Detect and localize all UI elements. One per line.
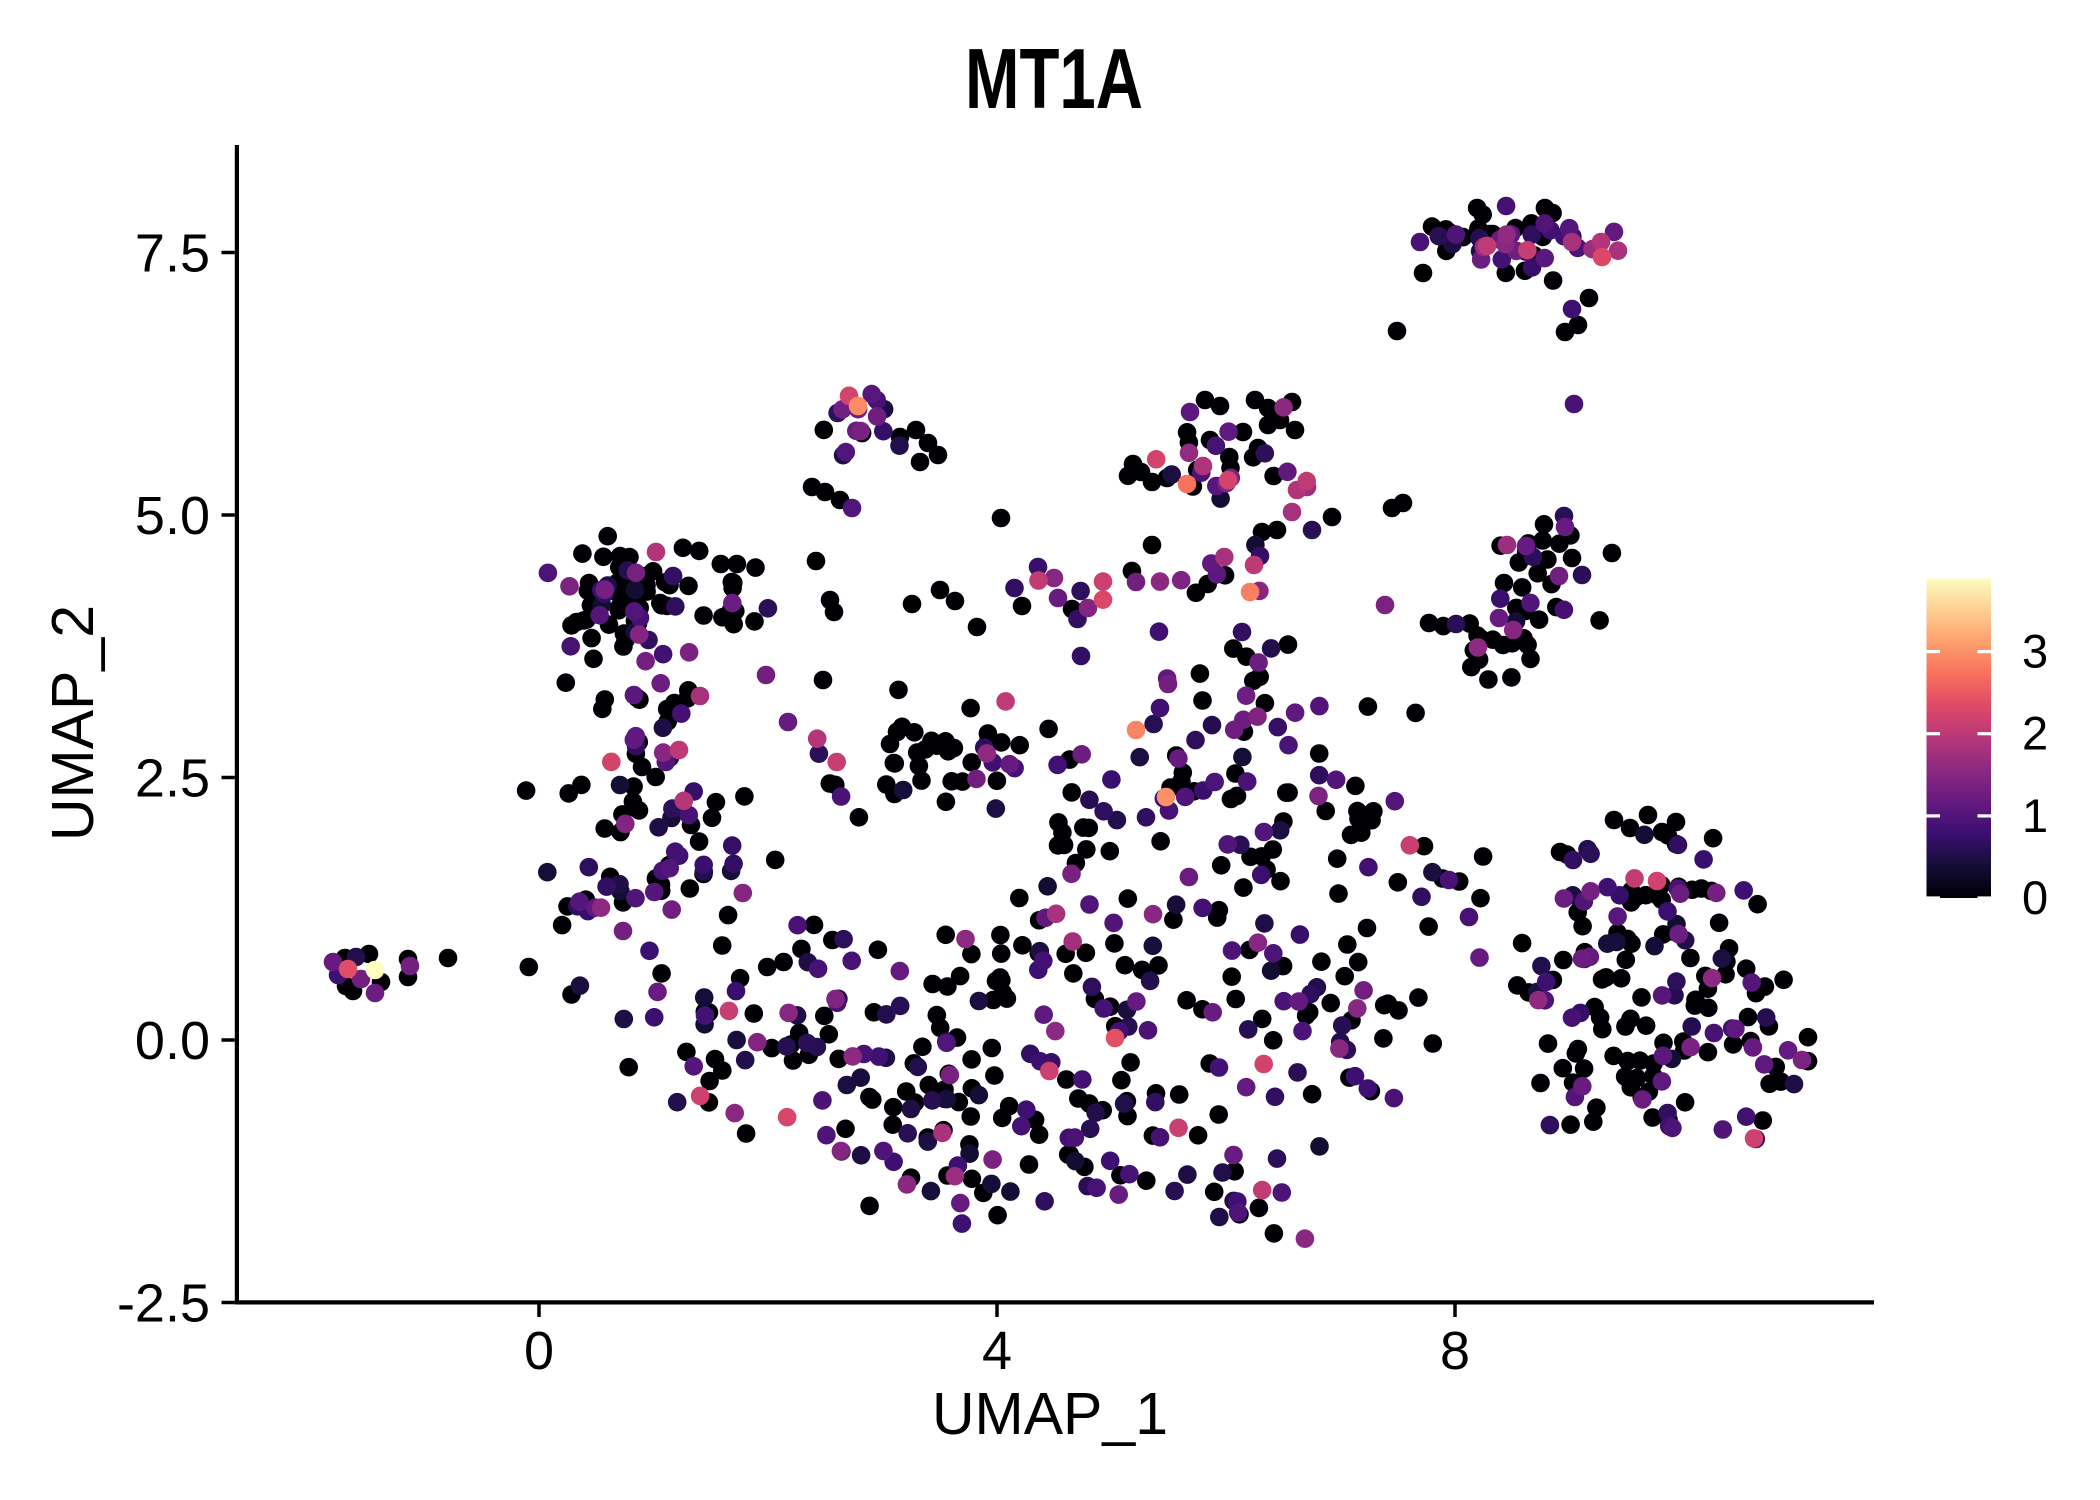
svg-text:2.5: 2.5 <box>135 749 210 809</box>
svg-text:UMAP_2: UMAP_2 <box>40 605 106 841</box>
svg-text:0.0: 0.0 <box>135 1011 210 1071</box>
svg-text:7.5: 7.5 <box>135 224 210 284</box>
svg-text:0: 0 <box>2022 871 2048 924</box>
svg-text:-2.5: -2.5 <box>117 1274 210 1334</box>
svg-text:2: 2 <box>2022 707 2048 760</box>
svg-text:0: 0 <box>524 1321 554 1381</box>
svg-text:4: 4 <box>982 1321 1012 1381</box>
svg-text:1: 1 <box>2022 789 2048 842</box>
svg-text:8: 8 <box>1440 1321 1470 1381</box>
svg-text:MT1A: MT1A <box>965 32 1143 127</box>
svg-text:3: 3 <box>2022 625 2048 678</box>
svg-text:5.0: 5.0 <box>135 486 210 546</box>
svg-text:UMAP_1: UMAP_1 <box>932 1381 1168 1447</box>
